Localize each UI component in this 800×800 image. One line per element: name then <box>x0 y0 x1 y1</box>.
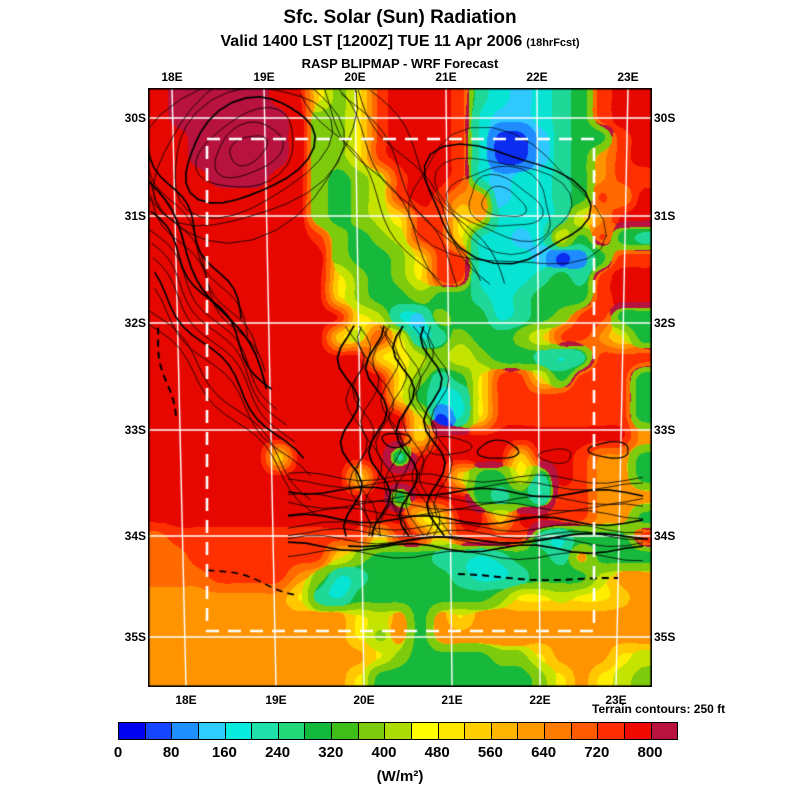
colorbar-cell-5 <box>251 722 279 740</box>
colorbar-cell-0 <box>118 722 146 740</box>
model-line: RASP BLIPMAP - WRF Forecast <box>301 56 499 71</box>
map-plot-area <box>148 88 652 687</box>
lat-label-left-35S: 35S <box>124 630 146 644</box>
colorbar-cell-19 <box>623 722 652 740</box>
lon-label-bottom-20E: 20E <box>353 693 375 707</box>
lon-label-top-22E: 22E <box>526 70 548 84</box>
colorbar-cell-13 <box>464 722 492 740</box>
colorbar-cell-18 <box>597 722 625 740</box>
lat-label-right-30S: 30S <box>654 111 676 125</box>
colorbar-tick-0: 0 <box>113 744 123 761</box>
lat-label-left-32S: 32S <box>124 316 146 330</box>
colorbar-cell-3 <box>197 722 226 740</box>
lon-label-bottom-21E: 21E <box>441 693 463 707</box>
lat-label-right-32S: 32S <box>654 316 676 330</box>
colorbar-cell-12 <box>437 722 466 740</box>
colorbar-tick-160: 160 <box>211 744 237 761</box>
colorbar-cell-2 <box>171 722 199 740</box>
lon-label-bottom-22E: 22E <box>529 693 551 707</box>
colorbar-cell-20 <box>650 722 679 740</box>
colorbar-cell-4 <box>224 722 253 740</box>
lon-label-bottom-18E: 18E <box>175 693 197 707</box>
colorbar-tick-80: 80 <box>162 744 180 761</box>
valid-time-line: Valid 1400 LST [1200Z] TUE 11 Apr 2006 (1… <box>0 33 800 51</box>
colorbar-cell-10 <box>384 722 412 740</box>
colorbar-cell-7 <box>304 722 332 740</box>
colorbar-cell-16 <box>544 722 572 740</box>
colorbar-cell-8 <box>331 722 359 740</box>
colorbar-tick-800: 800 <box>637 744 663 761</box>
terrain-contours-note: Terrain contours: 250 ft <box>592 702 726 716</box>
lon-label-top-18E: 18E <box>161 70 183 84</box>
colorbar-tick-560: 560 <box>477 744 503 761</box>
colorbar-cell-11 <box>410 722 439 740</box>
colorbar-cell-14 <box>490 722 519 740</box>
colorbar-cell-1 <box>144 722 173 740</box>
colorbar-tick-720: 720 <box>584 744 610 761</box>
colorbar <box>118 722 679 740</box>
valid-time-text: Valid 1400 LST [1200Z] TUE 11 Apr 2006 <box>220 33 523 50</box>
colorbar-tick-640: 640 <box>531 744 557 761</box>
colorbar-cell-9 <box>357 722 386 740</box>
lon-label-top-19E: 19E <box>253 70 275 84</box>
lon-label-top-21E: 21E <box>435 70 457 84</box>
colorbar-tick-320: 320 <box>318 744 344 761</box>
lat-label-right-34S: 34S <box>654 529 676 543</box>
lat-label-right-33S: 33S <box>654 423 676 437</box>
colorbar-cell-15 <box>517 722 545 740</box>
solar-radiation-field-canvas <box>148 88 652 687</box>
lat-label-right-35S: 35S <box>654 630 676 644</box>
lon-label-top-20E: 20E <box>344 70 366 84</box>
colorbar-tick-480: 480 <box>424 744 450 761</box>
colorbar-cell-17 <box>570 722 599 740</box>
lon-label-top-23E: 23E <box>617 70 639 84</box>
lat-label-left-34S: 34S <box>124 529 146 543</box>
lat-label-right-31S: 31S <box>654 209 676 223</box>
lon-label-bottom-19E: 19E <box>265 693 287 707</box>
lat-label-left-33S: 33S <box>124 423 146 437</box>
lat-label-left-30S: 30S <box>124 111 146 125</box>
plot-title: Sfc. Solar (Sun) Radiation <box>283 7 517 28</box>
colorbar-tick-240: 240 <box>265 744 291 761</box>
forecast-hour-tag: (18hrFcst) <box>526 37 580 49</box>
lat-label-left-31S: 31S <box>124 209 146 223</box>
colorbar-tick-400: 400 <box>371 744 397 761</box>
lon-label-bottom-23E: 23E <box>605 693 627 707</box>
colorbar-cell-6 <box>277 722 306 740</box>
colorbar-unit-label: (W/m²) <box>376 768 424 785</box>
